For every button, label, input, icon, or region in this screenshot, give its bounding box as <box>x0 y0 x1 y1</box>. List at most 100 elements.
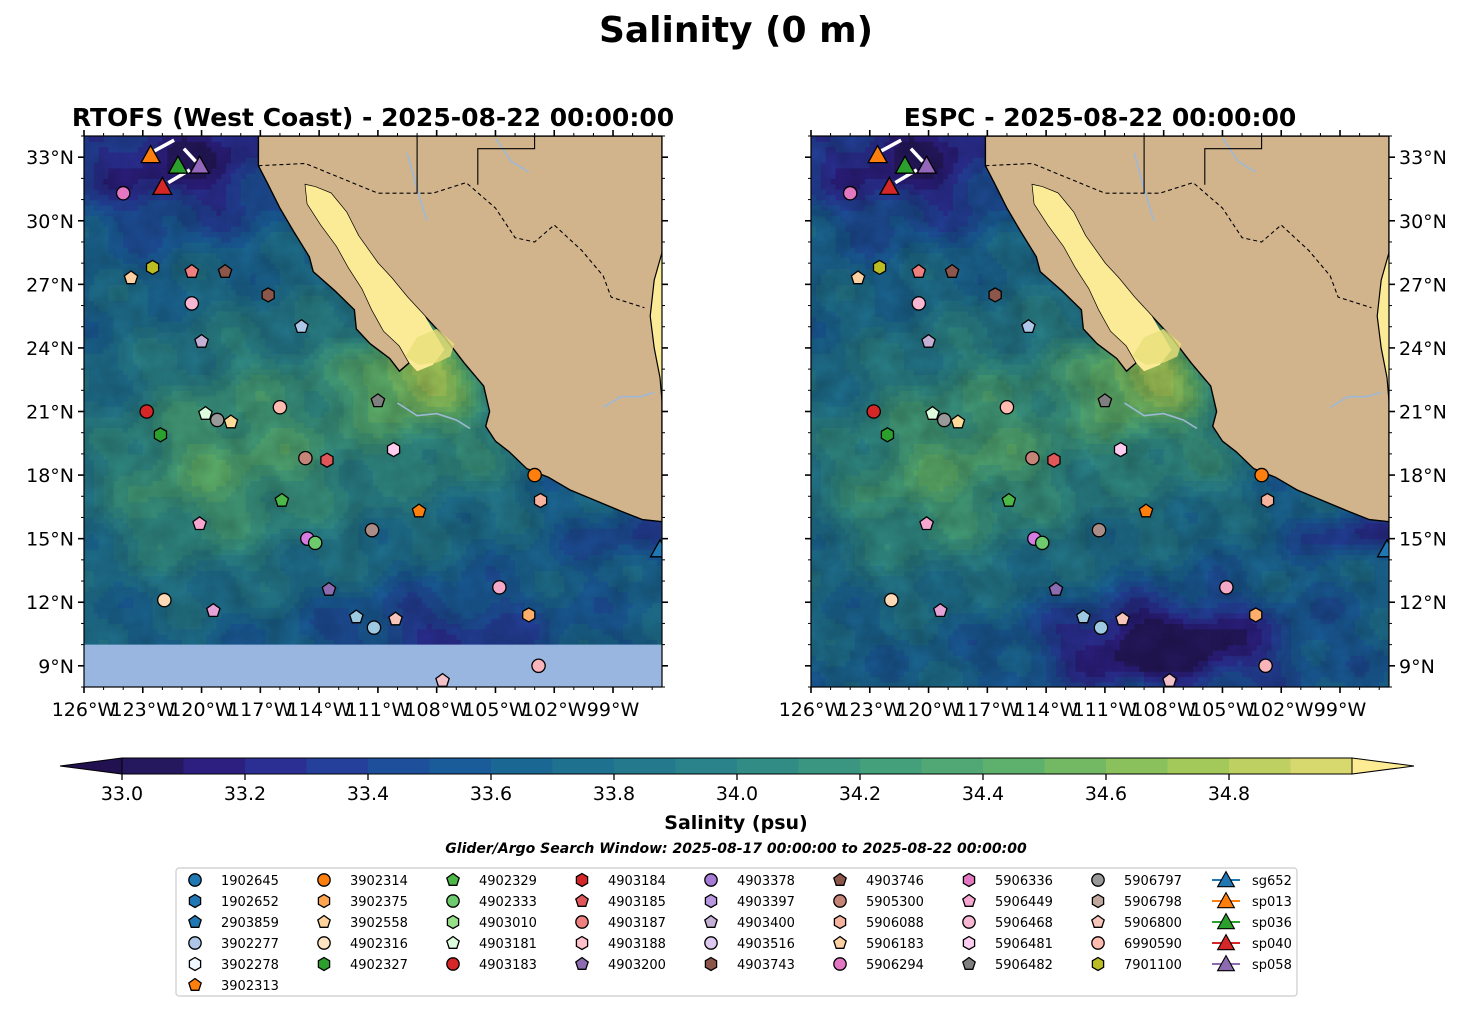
colorbar-label: Salinity (psu) <box>664 812 807 834</box>
lat-tick-label: 33°N <box>26 147 74 169</box>
panel-title: ESPC - 2025-08-22 00:00:00 <box>904 103 1297 132</box>
lat-tick-label: 9°N <box>38 656 74 678</box>
float-marker-4903200 <box>321 581 337 596</box>
float-marker-5906468 <box>184 296 200 311</box>
lon-tick-label: 120°W <box>896 699 961 721</box>
lon-tick-label: 105°W <box>1190 699 1255 721</box>
float-marker-4903185 <box>1047 452 1061 468</box>
float-marker-5906797 <box>936 412 952 428</box>
river-line <box>1329 391 1382 408</box>
colorbar-segment <box>491 758 553 774</box>
glider-track <box>153 138 175 153</box>
lon-tick-label: 117°W <box>955 699 1020 721</box>
colorbar-tick-label: 34.6 <box>1085 783 1127 805</box>
colorbar-segment <box>737 758 799 774</box>
lat-tick-label: 15°N <box>26 529 74 551</box>
legend-label: 4902316 <box>350 937 408 952</box>
legend-label: 1902645 <box>221 874 279 889</box>
legend-label: sp036 <box>1252 916 1292 931</box>
legend-symbol-4902316 <box>317 936 331 950</box>
legend-label: 4903746 <box>866 874 924 889</box>
colorbar-segment <box>552 758 615 774</box>
legend-symbol-4902333 <box>446 894 460 908</box>
float-marker-3902313 <box>411 503 427 518</box>
float-marker-6990590 <box>999 399 1015 415</box>
float-marker-4903181 <box>925 405 940 420</box>
colorbar-tick-label: 33.2 <box>224 783 266 805</box>
legend-symbol-3902558 <box>317 914 331 928</box>
float-marker-2903859 <box>1021 318 1036 334</box>
legend-label: 5906800 <box>1124 916 1182 931</box>
float-marker-5905300 <box>298 450 313 466</box>
float-marker-5906800 <box>1115 611 1130 626</box>
lat-tick-label: 21°N <box>26 402 74 424</box>
legend-symbol-7901100 <box>1091 956 1105 972</box>
legend-symbol-4903188 <box>575 935 589 951</box>
lon-tick-label: 120°W <box>169 699 234 721</box>
float-marker-5906481 <box>386 441 401 458</box>
float-marker-4903188 <box>531 658 546 674</box>
legend-symbol-4903516 <box>704 936 718 950</box>
float-marker-5906798 <box>1091 522 1107 538</box>
colorbar-segment <box>429 758 492 774</box>
float-marker-sp036 <box>167 154 189 174</box>
legend-label: 3902558 <box>350 916 408 931</box>
legend-label: 5906088 <box>866 916 924 931</box>
lat-tick-label: 30°N <box>26 211 74 233</box>
float-marker-5906481 <box>1113 441 1128 458</box>
legend-label: 4902333 <box>479 895 537 910</box>
legend-symbol-4903400 <box>704 914 718 928</box>
legend-symbol-6990590 <box>1091 936 1105 950</box>
legend-label: sg652 <box>1252 874 1292 889</box>
gulf-mouth-shelf <box>1132 328 1182 365</box>
colorbar-segment <box>614 758 676 774</box>
legend-symbol-1902645 <box>188 873 202 887</box>
lon-tick-label: 126°W <box>779 699 844 721</box>
float-marker-4903010 <box>435 672 450 687</box>
legend-symbol-4903743 <box>704 956 718 972</box>
float-marker-5906798 <box>364 522 380 538</box>
float-marker-3902375 <box>1249 607 1263 623</box>
legend-label: 5906183 <box>866 937 924 952</box>
lat-tick-label: 27°N <box>26 274 74 296</box>
legend-label: 5906482 <box>995 958 1053 973</box>
float-marker-4903743 <box>988 287 1002 303</box>
legend-symbol-5906449 <box>962 893 976 907</box>
legend-label: 5906468 <box>995 916 1053 931</box>
lon-tick-label: 108°W <box>1131 699 1196 721</box>
gulf-of-mexico-edge <box>1376 252 1389 402</box>
lat-tick-label: 9°N <box>1399 656 1435 678</box>
float-marker-4903183 <box>866 404 881 419</box>
float-marker-4902327 <box>153 427 168 443</box>
lon-tick-label: 102°W <box>522 699 587 721</box>
legend-symbol-5906088 <box>833 914 847 930</box>
map-ticks <box>78 130 668 693</box>
colorbar-segment <box>1044 758 1107 774</box>
legend-label: sp040 <box>1252 937 1292 952</box>
state-border <box>477 136 536 185</box>
colorbar-tick-label: 34.0 <box>716 783 758 805</box>
colorbar-segment <box>1167 758 1230 774</box>
float-marker-4903378 <box>205 602 221 618</box>
legend-label: 4903400 <box>737 916 795 931</box>
legend-symbol-5906183 <box>833 935 847 949</box>
float-marker-4902316 <box>157 592 172 608</box>
search-window-caption: Glider/Argo Search Window: 2025-08-17 00… <box>445 841 1027 857</box>
no-data-band <box>84 644 662 687</box>
colorbar-segment <box>306 758 369 774</box>
legend-symbol-3902277 <box>188 936 202 950</box>
gulf-mouth-shelf <box>405 328 455 365</box>
legend-label: 4903184 <box>608 874 666 889</box>
legend-symbol-5906468 <box>962 915 976 929</box>
float-marker-5906088 <box>1260 492 1275 509</box>
legend-label: 4903743 <box>737 958 795 973</box>
legend-symbol-5906294 <box>833 957 847 971</box>
float-marker-7901100 <box>145 259 160 276</box>
colorbar-tick-label: 34.8 <box>1208 783 1250 805</box>
float-marker-5906336 <box>192 515 208 531</box>
legend-symbol-3902278 <box>188 956 202 972</box>
legend-symbol-5906482 <box>962 956 976 970</box>
float-marker-sp040 <box>151 176 173 196</box>
legend-label: 5906481 <box>995 937 1053 952</box>
